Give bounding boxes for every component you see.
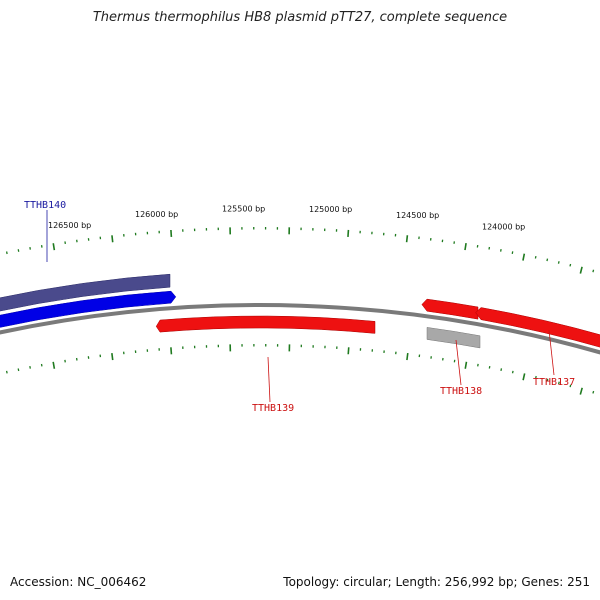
major-tick bbox=[52, 243, 56, 251]
minor-tick bbox=[534, 255, 537, 259]
tthb138-leader bbox=[455, 339, 462, 386]
map-title: Thermus thermophilus HB8 plasmid pTT27, … bbox=[92, 10, 508, 25]
major-tick bbox=[522, 253, 526, 261]
scale-label: 125500 bp bbox=[222, 205, 265, 214]
gene-label-tthb140[interactable]: TTHB140 bbox=[24, 200, 66, 211]
tthb139-leader bbox=[267, 356, 271, 403]
minor-tick bbox=[558, 381, 560, 385]
minor-tick bbox=[569, 384, 572, 388]
minor-tick bbox=[546, 258, 549, 262]
topology-summary: Topology: circular; Length: 256,992 bp; … bbox=[283, 575, 590, 589]
scale-label: 124000 bp bbox=[482, 223, 525, 232]
gene-label-tthb137[interactable]: TTHB137 bbox=[533, 377, 575, 388]
major-tick bbox=[579, 266, 583, 274]
minor-tick bbox=[557, 261, 560, 264]
gene-tthb140-outer[interactable] bbox=[0, 273, 171, 312]
inner-tick-ring bbox=[5, 344, 595, 395]
accession-text: Accession: NC_006462 bbox=[10, 575, 147, 589]
major-tick bbox=[464, 361, 468, 369]
sequence-backbone bbox=[0, 303, 600, 355]
minor-tick bbox=[592, 269, 595, 273]
gene-tthb138-inner[interactable] bbox=[426, 327, 481, 349]
major-tick bbox=[405, 235, 409, 243]
tthb137-leader bbox=[548, 329, 555, 376]
scale-label: 126000 bp bbox=[135, 210, 178, 219]
minor-tick bbox=[500, 368, 503, 371]
scale-label: 125000 bp bbox=[309, 205, 352, 214]
minor-tick bbox=[535, 375, 537, 379]
scale-label: 126500 bp bbox=[48, 221, 91, 230]
major-tick bbox=[464, 243, 467, 251]
major-tick bbox=[111, 235, 114, 243]
major-tick bbox=[406, 352, 409, 361]
gene-label-tthb138[interactable]: TTHB138 bbox=[440, 386, 482, 397]
minor-tick bbox=[17, 368, 20, 372]
gene-tthb137-arrow[interactable] bbox=[475, 307, 600, 349]
major-tick bbox=[111, 353, 114, 361]
major-tick bbox=[170, 347, 173, 355]
major-tick bbox=[522, 373, 526, 381]
major-tick bbox=[52, 361, 56, 369]
major-tick bbox=[579, 387, 583, 395]
major-tick bbox=[347, 347, 350, 355]
scale-label: 124500 bp bbox=[396, 211, 439, 220]
minor-tick bbox=[592, 390, 595, 394]
gene-tthb138-arrow[interactable] bbox=[421, 298, 479, 320]
outer-tick-ring bbox=[5, 227, 595, 274]
minor-tick bbox=[511, 370, 514, 374]
gene-label-tthb139[interactable]: TTHB139 bbox=[252, 403, 294, 414]
scale-labels: 126500 bp 126000 bp 125500 bp 125000 bp 1245… bbox=[48, 205, 525, 232]
gene-tthb140-arrow[interactable] bbox=[0, 290, 177, 328]
minor-tick bbox=[546, 378, 549, 382]
minor-tick bbox=[569, 263, 572, 267]
minor-tick bbox=[5, 370, 8, 374]
gene-tthb139-arrow[interactable] bbox=[155, 315, 376, 334]
